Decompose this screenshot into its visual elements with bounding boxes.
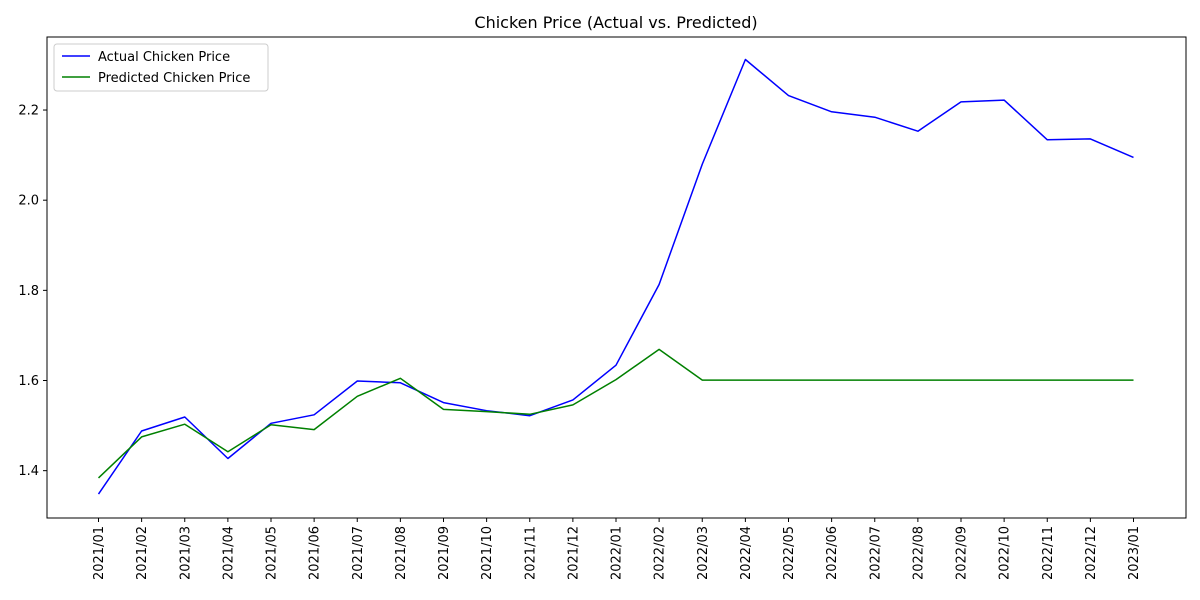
x-tick-label: 2021/11 bbox=[523, 526, 538, 580]
x-tick-label: 2022/04 bbox=[739, 526, 754, 580]
x-tick-label: 2023/01 bbox=[1127, 526, 1142, 580]
plot-lines bbox=[97, 58, 1134, 495]
x-tick-label: 2021/03 bbox=[178, 526, 193, 580]
x-tick-label: 2021/01 bbox=[92, 526, 107, 580]
x-tick-label: 2021/10 bbox=[480, 526, 495, 580]
x-tick-label: 2021/05 bbox=[265, 526, 280, 580]
x-tick-label: 2022/06 bbox=[825, 526, 840, 580]
x-tick-label: 2022/11 bbox=[1041, 526, 1056, 580]
y-tick-label: 2.0 bbox=[18, 194, 39, 209]
x-axis: 2021/01 2021/02 2021/03 2021/04 2021/05 2021/… bbox=[92, 518, 1142, 580]
x-tick-label: 2022/03 bbox=[696, 526, 711, 580]
x-tick-label: 2021/06 bbox=[308, 526, 323, 580]
x-tick-label: 2022/05 bbox=[782, 526, 797, 580]
x-tick-label: 2022/01 bbox=[610, 526, 625, 580]
x-tick-label: 2022/10 bbox=[998, 526, 1013, 580]
legend-label-predicted: Predicted Chicken Price bbox=[98, 71, 250, 86]
y-tick-label: 1.4 bbox=[18, 464, 39, 479]
x-tick-label: 2022/09 bbox=[955, 526, 970, 580]
x-tick-label: 2021/04 bbox=[221, 526, 236, 580]
series-line-predicted bbox=[97, 348, 1134, 479]
y-tick-label: 1.8 bbox=[18, 284, 39, 299]
x-tick-label: 2022/02 bbox=[653, 526, 668, 580]
y-tick-label: 2.2 bbox=[18, 104, 39, 119]
x-tick-label: 2021/09 bbox=[437, 526, 452, 580]
legend-label-actual: Actual Chicken Price bbox=[98, 50, 230, 65]
x-tick-label: 2022/08 bbox=[911, 526, 926, 580]
chart-title: Chicken Price (Actual vs. Predicted) bbox=[474, 13, 757, 32]
x-tick-label: 2022/07 bbox=[868, 526, 883, 580]
x-tick-label: 2021/08 bbox=[394, 526, 409, 580]
y-tick-label: 1.6 bbox=[18, 374, 39, 389]
y-axis: 1.4 1.6 1.8 2.0 2.2 bbox=[18, 104, 47, 479]
x-tick-label: 2021/07 bbox=[351, 526, 366, 580]
x-tick-label: 2021/02 bbox=[135, 526, 150, 580]
x-tick-label: 2022/12 bbox=[1084, 526, 1099, 580]
series-line-actual bbox=[97, 58, 1134, 495]
x-tick-label: 2021/12 bbox=[566, 526, 581, 580]
legend-box bbox=[53, 43, 269, 92]
legend: Actual Chicken Price Predicted Chicken P… bbox=[53, 43, 269, 92]
